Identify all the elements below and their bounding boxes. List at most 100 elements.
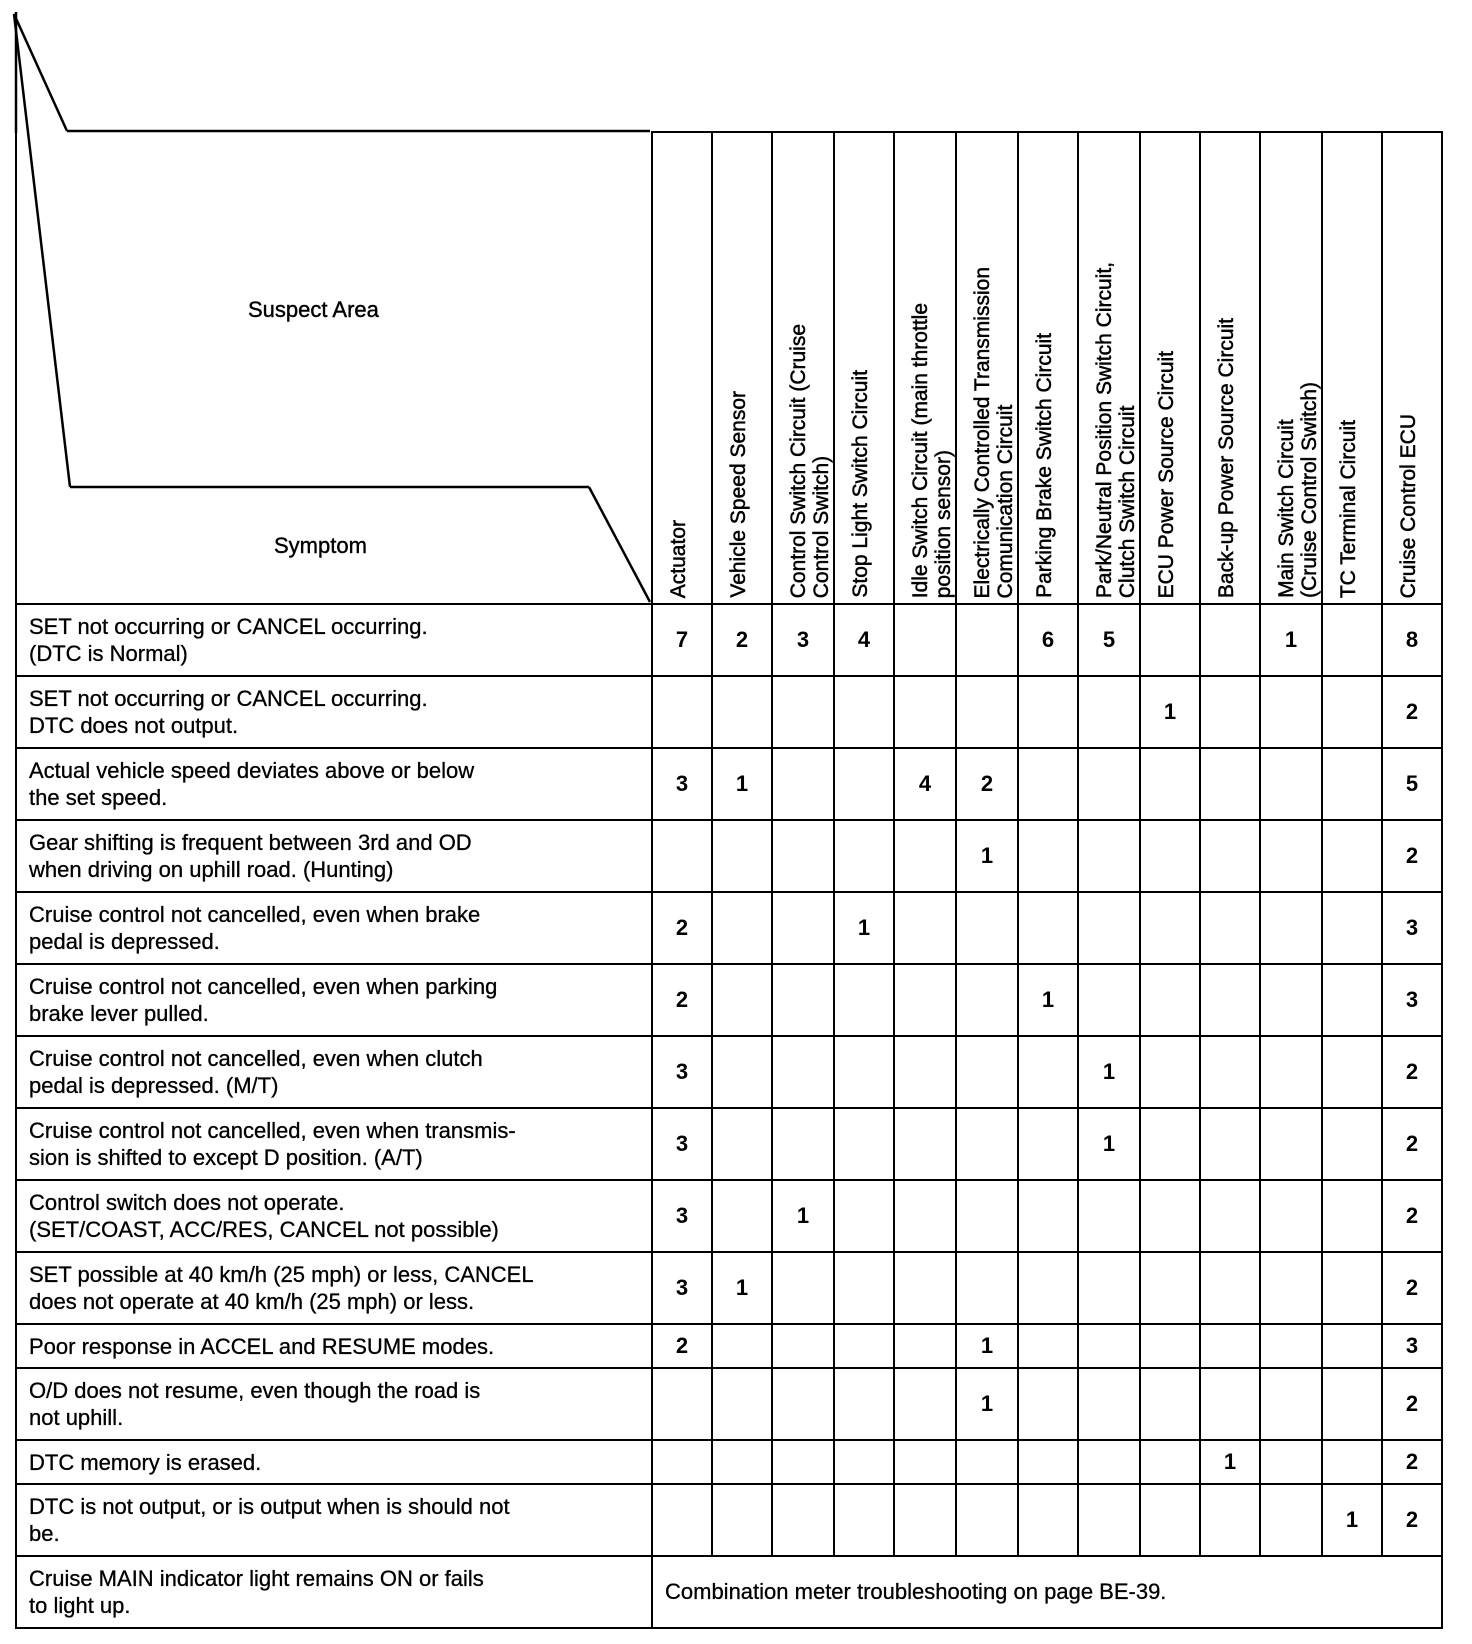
priority-cell: 2 [1381,675,1443,749]
priority-cell [893,603,957,677]
priority-cell: 1 [1017,963,1079,1037]
priority-cell: 2 [955,747,1019,821]
priority-cell [955,603,1019,677]
priority-cell [1017,1323,1079,1369]
symptom-label: Symptom [274,533,367,558]
priority-cell [955,891,1019,965]
priority-cell [711,1107,773,1181]
corner-cell [15,132,653,605]
priority-cell [1077,747,1141,821]
priority-cell: 2 [651,891,713,965]
table-row: SET possible at 40 km/h (25 mph) or less… [15,1251,1443,1325]
priority-cell [1139,1367,1201,1441]
table-row: SET not occurring or CANCEL occurring. (… [15,603,1443,677]
priority-cell [711,963,773,1037]
table-row: Gear shifting is frequent between 3rd an… [15,819,1443,893]
priority-cell [833,1179,895,1253]
priority-cell [1259,1483,1323,1557]
priority-cell [833,1323,895,1369]
priority-cell [893,963,957,1037]
priority-cell [955,1179,1019,1253]
priority-cell [893,1179,957,1253]
symptom-cell: Actual vehicle speed deviates above or b… [15,747,653,821]
table-row: Poor response in ACCEL and RESUME modes.… [15,1323,1443,1369]
priority-cell [1017,1107,1079,1181]
priority-cell [771,1367,835,1441]
priority-cell: 1 [711,1251,773,1325]
priority-cell: 1 [955,819,1019,893]
priority-cell [651,1367,713,1441]
symptom-cell: Cruise control not cancelled, even when … [15,963,653,1037]
priority-cell [1199,891,1261,965]
symptom-cell: Cruise control not cancelled, even when … [15,1107,653,1181]
priority-cell [1321,1107,1383,1181]
symptom-cell: Cruise control not cancelled, even when … [15,891,653,965]
table-row: Cruise MAIN indicator light remains ON o… [15,1555,1443,1629]
priority-cell [1077,1251,1141,1325]
priority-cell [1139,1439,1201,1485]
priority-cell [833,1483,895,1557]
priority-cell: 2 [651,963,713,1037]
priority-cell: 2 [1381,1367,1443,1441]
symptom-cell: SET not occurring or CANCEL occurring. (… [15,603,653,677]
symptom-cell: O/D does not resume, even though the roa… [15,1367,653,1441]
priority-cell [1199,819,1261,893]
priority-cell: 1 [1199,1439,1261,1485]
symptom-cell: SET possible at 40 km/h (25 mph) or less… [15,1251,653,1325]
priority-cell [893,1035,957,1109]
priority-cell [1017,1483,1079,1557]
priority-cell [1199,1367,1261,1441]
priority-cell [893,1439,957,1485]
header-row: Actuator Vehicle Speed Sensor Control Swit… [15,131,1443,605]
priority-cell [711,1035,773,1109]
priority-cell [893,1251,957,1325]
priority-cell: 1 [1077,1035,1141,1109]
column-header: Park/Neutral Position Switch Circuit, Cl… [1077,131,1141,605]
priority-cell [1259,1251,1323,1325]
priority-cell [955,1107,1019,1181]
priority-cell [833,1107,895,1181]
priority-cell [1321,819,1383,893]
symptom-cell: DTC memory is erased. [15,1439,653,1485]
suspect-area-label: Suspect Area [248,297,379,322]
priority-cell [1139,603,1201,677]
priority-cell [711,1367,773,1441]
priority-cell [1321,1179,1383,1253]
priority-cell: 7 [651,603,713,677]
priority-cell [1321,747,1383,821]
priority-cell [771,1035,835,1109]
column-header: Electrically Controlled Transmission Com… [955,131,1019,605]
priority-cell [1077,1439,1141,1485]
priority-cell [1259,1107,1323,1181]
priority-cell [833,963,895,1037]
priority-cell [1077,1483,1141,1557]
symptom-cell: Gear shifting is frequent between 3rd an… [15,819,653,893]
priority-cell [1199,1323,1261,1369]
column-header: Vehicle Speed Sensor [711,131,773,605]
priority-cell [771,1483,835,1557]
reference-note: Combination meter troubleshooting on pag… [651,1555,1443,1629]
priority-cell [1321,1439,1383,1485]
priority-cell [771,675,835,749]
priority-cell [771,1251,835,1325]
table-row: Control switch does not operate. (SET/CO… [15,1179,1443,1253]
column-header: Control Switch Circuit (Cruise Control S… [771,131,835,605]
priority-cell [1259,1179,1323,1253]
priority-cell [1139,1107,1201,1181]
priority-cell [711,1179,773,1253]
priority-cell [955,1251,1019,1325]
priority-cell [771,747,835,821]
priority-cell [1199,1483,1261,1557]
priority-cell [893,1483,957,1557]
priority-cell: 3 [1381,891,1443,965]
priority-cell [1321,675,1383,749]
column-header: Actuator [651,131,713,605]
priority-cell [1259,1439,1323,1485]
priority-cell [1259,963,1323,1037]
priority-cell [1259,1035,1323,1109]
priority-cell [1139,891,1201,965]
priority-cell [1321,891,1383,965]
priority-cell [833,1035,895,1109]
priority-cell [1199,747,1261,821]
